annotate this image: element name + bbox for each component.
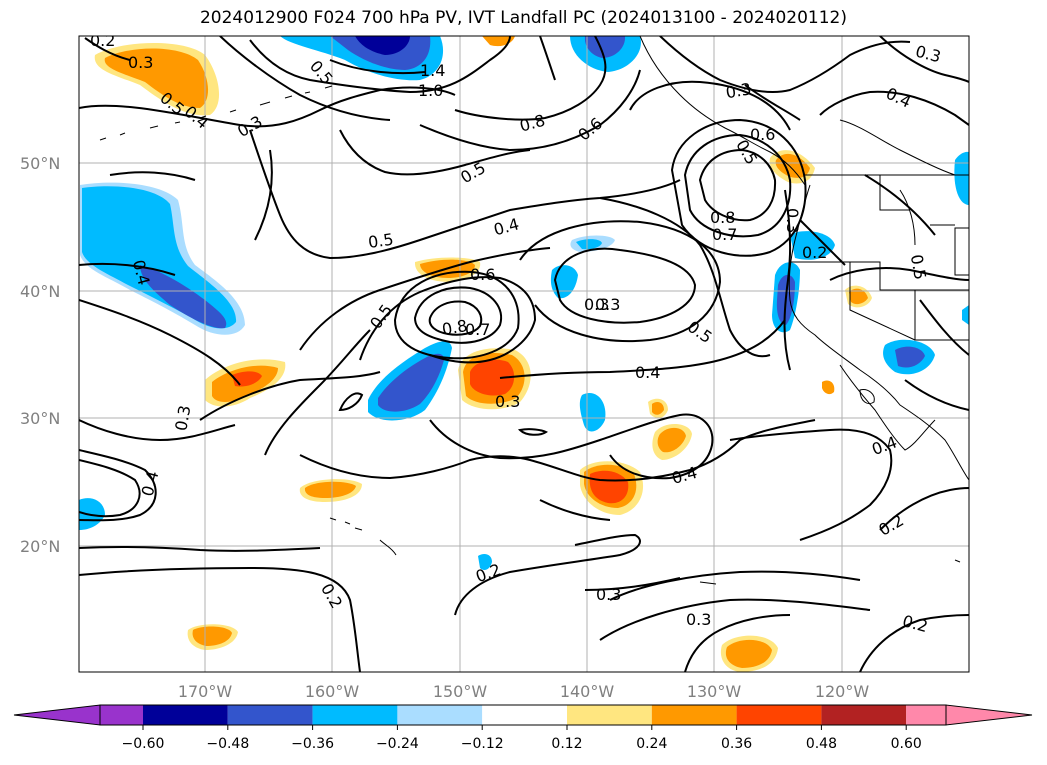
colorbar-tick-label: 0.48 <box>806 736 837 752</box>
contour-label: 0.2 <box>90 31 115 50</box>
contour-label: 1.0 <box>418 81 443 100</box>
colorbar-segment <box>143 705 228 725</box>
colorbar-segment <box>227 705 313 725</box>
colorbar-tick-label: −0.12 <box>461 736 504 752</box>
colorbar-tick-label: 0.12 <box>551 736 582 752</box>
contour-label: 0.3 <box>171 404 194 432</box>
contour-label: 0.4 <box>635 363 660 382</box>
contour-label: 0.3 <box>495 392 520 411</box>
colorbar-segment <box>651 705 737 725</box>
contour-label: 0.2 <box>802 243 827 262</box>
pv-contours <box>79 36 969 672</box>
colorbar-segment <box>567 705 652 725</box>
colorbar-tick-label: −0.60 <box>122 736 165 752</box>
lon-label: 160°W <box>305 682 360 701</box>
contour-label: 0.5 <box>367 230 395 252</box>
colorbar-segment <box>906 705 946 725</box>
colorbar-tick-label: 0.36 <box>721 736 752 752</box>
lon-label: 170°W <box>178 682 233 701</box>
coastlines <box>99 36 969 585</box>
colorbar-tick-label: −0.48 <box>206 736 249 752</box>
map-frame <box>78 35 970 673</box>
colorbar-tick-label: −0.36 <box>291 736 334 752</box>
contour-label: 0.7 <box>465 320 490 339</box>
lon-label: 140°W <box>560 682 615 701</box>
map-title: 2024012900 F024 700 hPa PV, IVT Landfall… <box>199 8 847 28</box>
colorbar-over-arrow <box>945 704 1033 726</box>
longitude-labels: 170°W 160°W 150°W 140°W 130°W 120°W <box>178 682 870 701</box>
contour-label: 1.4 <box>420 61 445 80</box>
lon-label: 130°W <box>687 682 742 701</box>
contour-label: 0.3 <box>584 295 609 314</box>
contour-label: 0.8 <box>440 316 468 339</box>
colorbar: −0.60 −0.48 −0.36 −0.24 −0.12 0.12 0.24 0.36 0.4… <box>13 704 1033 752</box>
colorbar-tick-label: −0.24 <box>376 736 419 752</box>
contour-label: 0.3 <box>686 610 711 629</box>
colorbar-tick-label: 0.24 <box>636 736 667 752</box>
contour-label: 0.3 <box>783 208 802 233</box>
contour-label: 0.6 <box>470 265 495 284</box>
contour-label: 0.3 <box>596 585 621 604</box>
contour-label: 0.5 <box>907 253 930 281</box>
lon-label: 150°W <box>433 682 488 701</box>
contour-label: 0.7 <box>712 225 737 244</box>
colorbar-segment <box>397 705 483 725</box>
colorbar-segment <box>736 705 822 725</box>
colorbar-under-arrow <box>13 704 101 726</box>
contour-label: 0.3 <box>595 295 620 314</box>
colorbar-segment <box>821 705 907 725</box>
contour-label: 0.6 <box>750 125 775 144</box>
contour-label: 0.8 <box>710 208 735 227</box>
colorbar-segment <box>312 705 398 725</box>
latitude-labels: 50°N 40°N 30°N 20°N <box>20 154 60 556</box>
lat-label: 20°N <box>20 537 60 556</box>
map-area <box>79 36 969 672</box>
contour-label: 0.3 <box>128 53 153 72</box>
lon-label: 120°W <box>815 682 870 701</box>
colorbar-tick-label: 0.60 <box>891 736 922 752</box>
lat-label: 40°N <box>20 282 60 301</box>
colorbar-segment <box>482 705 567 725</box>
contour-label: 0.3 <box>724 79 752 102</box>
lat-label: 30°N <box>20 409 60 428</box>
lat-label: 50°N <box>20 154 60 173</box>
colorbar-segment <box>100 705 143 725</box>
